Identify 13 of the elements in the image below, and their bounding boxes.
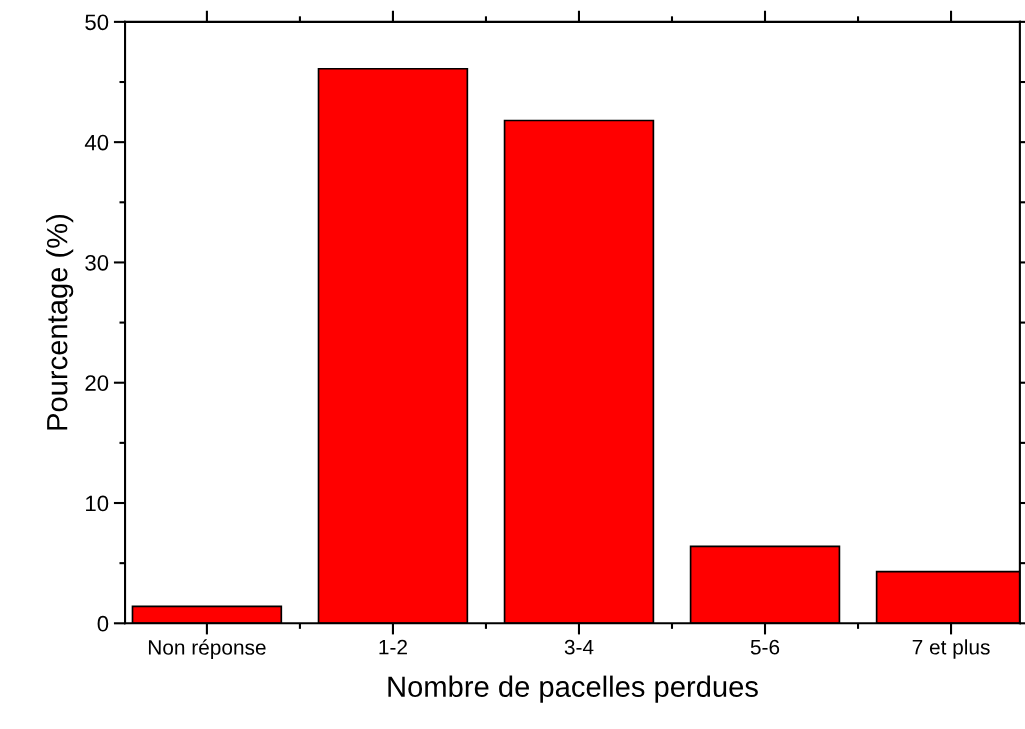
x-tick-label: 5-6 [750,639,780,655]
y-tick-label: 30 [85,254,109,271]
x-tick-label: 1-2 [379,639,407,655]
y-tick-label: 20 [85,375,109,391]
y-tick-label: 40 [84,134,109,151]
y-tick-label: 0 [97,615,109,632]
x-tick-label: 3-4 [564,639,594,655]
y-tick-label: 50 [85,14,109,31]
y-tick-label: 10 [86,495,109,512]
y-axis-title: Pourcentage (%) [46,214,74,430]
x-axis-title: Nombre de pacelles perdues [388,675,758,703]
x-tick-label: Non réponse [148,639,266,659]
x-tick-label: 7 et plus [912,639,990,659]
